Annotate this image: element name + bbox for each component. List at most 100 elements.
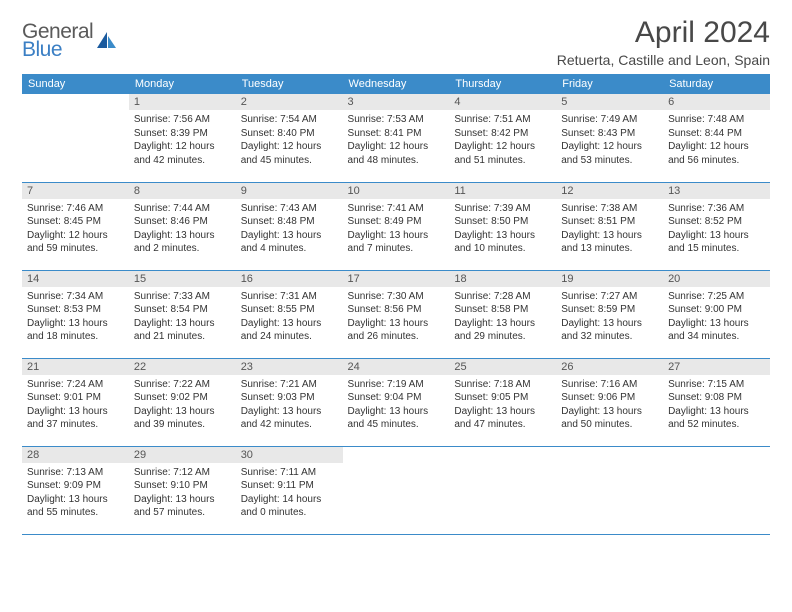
sunrise-text: Sunrise: 7:46 AM — [27, 202, 124, 216]
sunset-text: Sunset: 8:53 PM — [27, 303, 124, 317]
daylight-text-line1: Daylight: 13 hours — [241, 317, 338, 331]
calendar-row: 1Sunrise: 7:56 AMSunset: 8:39 PMDaylight… — [22, 94, 770, 182]
daylight-text-line2: and 34 minutes. — [668, 330, 765, 344]
day-number: 15 — [129, 271, 236, 287]
daylight-text-line2: and 53 minutes. — [561, 154, 658, 168]
daylight-text-line2: and 39 minutes. — [134, 418, 231, 432]
daylight-text-line1: Daylight: 14 hours — [241, 493, 338, 507]
daylight-text-line1: Daylight: 12 hours — [348, 140, 445, 154]
page-header: General Blue April 2024 Retuerta, Castil… — [22, 16, 770, 68]
daylight-text-line1: Daylight: 12 hours — [561, 140, 658, 154]
day-content: Sunrise: 7:53 AMSunset: 8:41 PMDaylight:… — [343, 110, 450, 172]
calendar-cell: 4Sunrise: 7:51 AMSunset: 8:42 PMDaylight… — [449, 94, 556, 182]
daylight-text-line1: Daylight: 13 hours — [454, 229, 551, 243]
sunset-text: Sunset: 9:11 PM — [241, 479, 338, 493]
day-number: 10 — [343, 183, 450, 199]
sunrise-text: Sunrise: 7:21 AM — [241, 378, 338, 392]
daylight-text-line2: and 56 minutes. — [668, 154, 765, 168]
sunset-text: Sunset: 8:39 PM — [134, 127, 231, 141]
day-content: Sunrise: 7:11 AMSunset: 9:11 PMDaylight:… — [236, 463, 343, 525]
sunset-text: Sunset: 8:48 PM — [241, 215, 338, 229]
calendar-cell: 30Sunrise: 7:11 AMSunset: 9:11 PMDayligh… — [236, 446, 343, 534]
daylight-text-line2: and 47 minutes. — [454, 418, 551, 432]
day-content: Sunrise: 7:27 AMSunset: 8:59 PMDaylight:… — [556, 287, 663, 349]
sunset-text: Sunset: 9:01 PM — [27, 391, 124, 405]
calendar-cell: 10Sunrise: 7:41 AMSunset: 8:49 PMDayligh… — [343, 182, 450, 270]
day-number: 27 — [663, 359, 770, 375]
day-content: Sunrise: 7:28 AMSunset: 8:58 PMDaylight:… — [449, 287, 556, 349]
calendar-cell — [663, 446, 770, 534]
daylight-text-line2: and 51 minutes. — [454, 154, 551, 168]
sunrise-text: Sunrise: 7:51 AM — [454, 113, 551, 127]
logo-text: General Blue — [22, 20, 93, 62]
daylight-text-line2: and 50 minutes. — [561, 418, 658, 432]
weekday-header-cell: Monday — [129, 74, 236, 94]
day-content: Sunrise: 7:43 AMSunset: 8:48 PMDaylight:… — [236, 199, 343, 261]
logo: General Blue — [22, 20, 118, 62]
daylight-text-line1: Daylight: 13 hours — [668, 405, 765, 419]
sunset-text: Sunset: 9:03 PM — [241, 391, 338, 405]
sunset-text: Sunset: 9:08 PM — [668, 391, 765, 405]
day-number: 4 — [449, 94, 556, 110]
day-number: 17 — [343, 271, 450, 287]
calendar-cell: 28Sunrise: 7:13 AMSunset: 9:09 PMDayligh… — [22, 446, 129, 534]
daylight-text-line2: and 57 minutes. — [134, 506, 231, 520]
calendar-table: SundayMondayTuesdayWednesdayThursdayFrid… — [22, 74, 770, 535]
sunset-text: Sunset: 9:04 PM — [348, 391, 445, 405]
day-number: 2 — [236, 94, 343, 110]
day-content: Sunrise: 7:25 AMSunset: 9:00 PMDaylight:… — [663, 287, 770, 349]
sunrise-text: Sunrise: 7:31 AM — [241, 290, 338, 304]
day-number: 8 — [129, 183, 236, 199]
daylight-text-line1: Daylight: 13 hours — [561, 229, 658, 243]
sunrise-text: Sunrise: 7:34 AM — [27, 290, 124, 304]
sunset-text: Sunset: 9:06 PM — [561, 391, 658, 405]
day-content: Sunrise: 7:21 AMSunset: 9:03 PMDaylight:… — [236, 375, 343, 437]
daylight-text-line1: Daylight: 13 hours — [134, 405, 231, 419]
day-content: Sunrise: 7:12 AMSunset: 9:10 PMDaylight:… — [129, 463, 236, 525]
sunrise-text: Sunrise: 7:53 AM — [348, 113, 445, 127]
daylight-text-line2: and 42 minutes. — [241, 418, 338, 432]
daylight-text-line1: Daylight: 12 hours — [454, 140, 551, 154]
calendar-row: 7Sunrise: 7:46 AMSunset: 8:45 PMDaylight… — [22, 182, 770, 270]
sunrise-text: Sunrise: 7:30 AM — [348, 290, 445, 304]
sunset-text: Sunset: 8:50 PM — [454, 215, 551, 229]
location-label: Retuerta, Castille and Leon, Spain — [557, 52, 770, 68]
daylight-text-line1: Daylight: 12 hours — [241, 140, 338, 154]
daylight-text-line2: and 52 minutes. — [668, 418, 765, 432]
daylight-text-line1: Daylight: 13 hours — [348, 317, 445, 331]
day-content: Sunrise: 7:31 AMSunset: 8:55 PMDaylight:… — [236, 287, 343, 349]
sunset-text: Sunset: 8:41 PM — [348, 127, 445, 141]
sunset-text: Sunset: 8:51 PM — [561, 215, 658, 229]
sunrise-text: Sunrise: 7:18 AM — [454, 378, 551, 392]
sunrise-text: Sunrise: 7:38 AM — [561, 202, 658, 216]
sunrise-text: Sunrise: 7:19 AM — [348, 378, 445, 392]
calendar-cell: 25Sunrise: 7:18 AMSunset: 9:05 PMDayligh… — [449, 358, 556, 446]
daylight-text-line2: and 4 minutes. — [241, 242, 338, 256]
sunrise-text: Sunrise: 7:28 AM — [454, 290, 551, 304]
daylight-text-line1: Daylight: 13 hours — [454, 405, 551, 419]
calendar-cell: 21Sunrise: 7:24 AMSunset: 9:01 PMDayligh… — [22, 358, 129, 446]
sunrise-text: Sunrise: 7:24 AM — [27, 378, 124, 392]
day-number: 22 — [129, 359, 236, 375]
sunset-text: Sunset: 9:05 PM — [454, 391, 551, 405]
calendar-cell: 24Sunrise: 7:19 AMSunset: 9:04 PMDayligh… — [343, 358, 450, 446]
sunrise-text: Sunrise: 7:36 AM — [668, 202, 765, 216]
daylight-text-line2: and 7 minutes. — [348, 242, 445, 256]
daylight-text-line1: Daylight: 13 hours — [241, 229, 338, 243]
day-content: Sunrise: 7:46 AMSunset: 8:45 PMDaylight:… — [22, 199, 129, 261]
daylight-text-line1: Daylight: 13 hours — [454, 317, 551, 331]
daylight-text-line1: Daylight: 13 hours — [348, 405, 445, 419]
day-content: Sunrise: 7:13 AMSunset: 9:09 PMDaylight:… — [22, 463, 129, 525]
day-content: Sunrise: 7:36 AMSunset: 8:52 PMDaylight:… — [663, 199, 770, 261]
daylight-text-line2: and 45 minutes. — [348, 418, 445, 432]
day-content: Sunrise: 7:33 AMSunset: 8:54 PMDaylight:… — [129, 287, 236, 349]
weekday-header: SundayMondayTuesdayWednesdayThursdayFrid… — [22, 74, 770, 94]
weekday-header-cell: Friday — [556, 74, 663, 94]
daylight-text-line1: Daylight: 12 hours — [134, 140, 231, 154]
calendar-cell: 7Sunrise: 7:46 AMSunset: 8:45 PMDaylight… — [22, 182, 129, 270]
sunrise-text: Sunrise: 7:15 AM — [668, 378, 765, 392]
day-content: Sunrise: 7:19 AMSunset: 9:04 PMDaylight:… — [343, 375, 450, 437]
calendar-cell: 19Sunrise: 7:27 AMSunset: 8:59 PMDayligh… — [556, 270, 663, 358]
day-number: 30 — [236, 447, 343, 463]
calendar-cell: 29Sunrise: 7:12 AMSunset: 9:10 PMDayligh… — [129, 446, 236, 534]
